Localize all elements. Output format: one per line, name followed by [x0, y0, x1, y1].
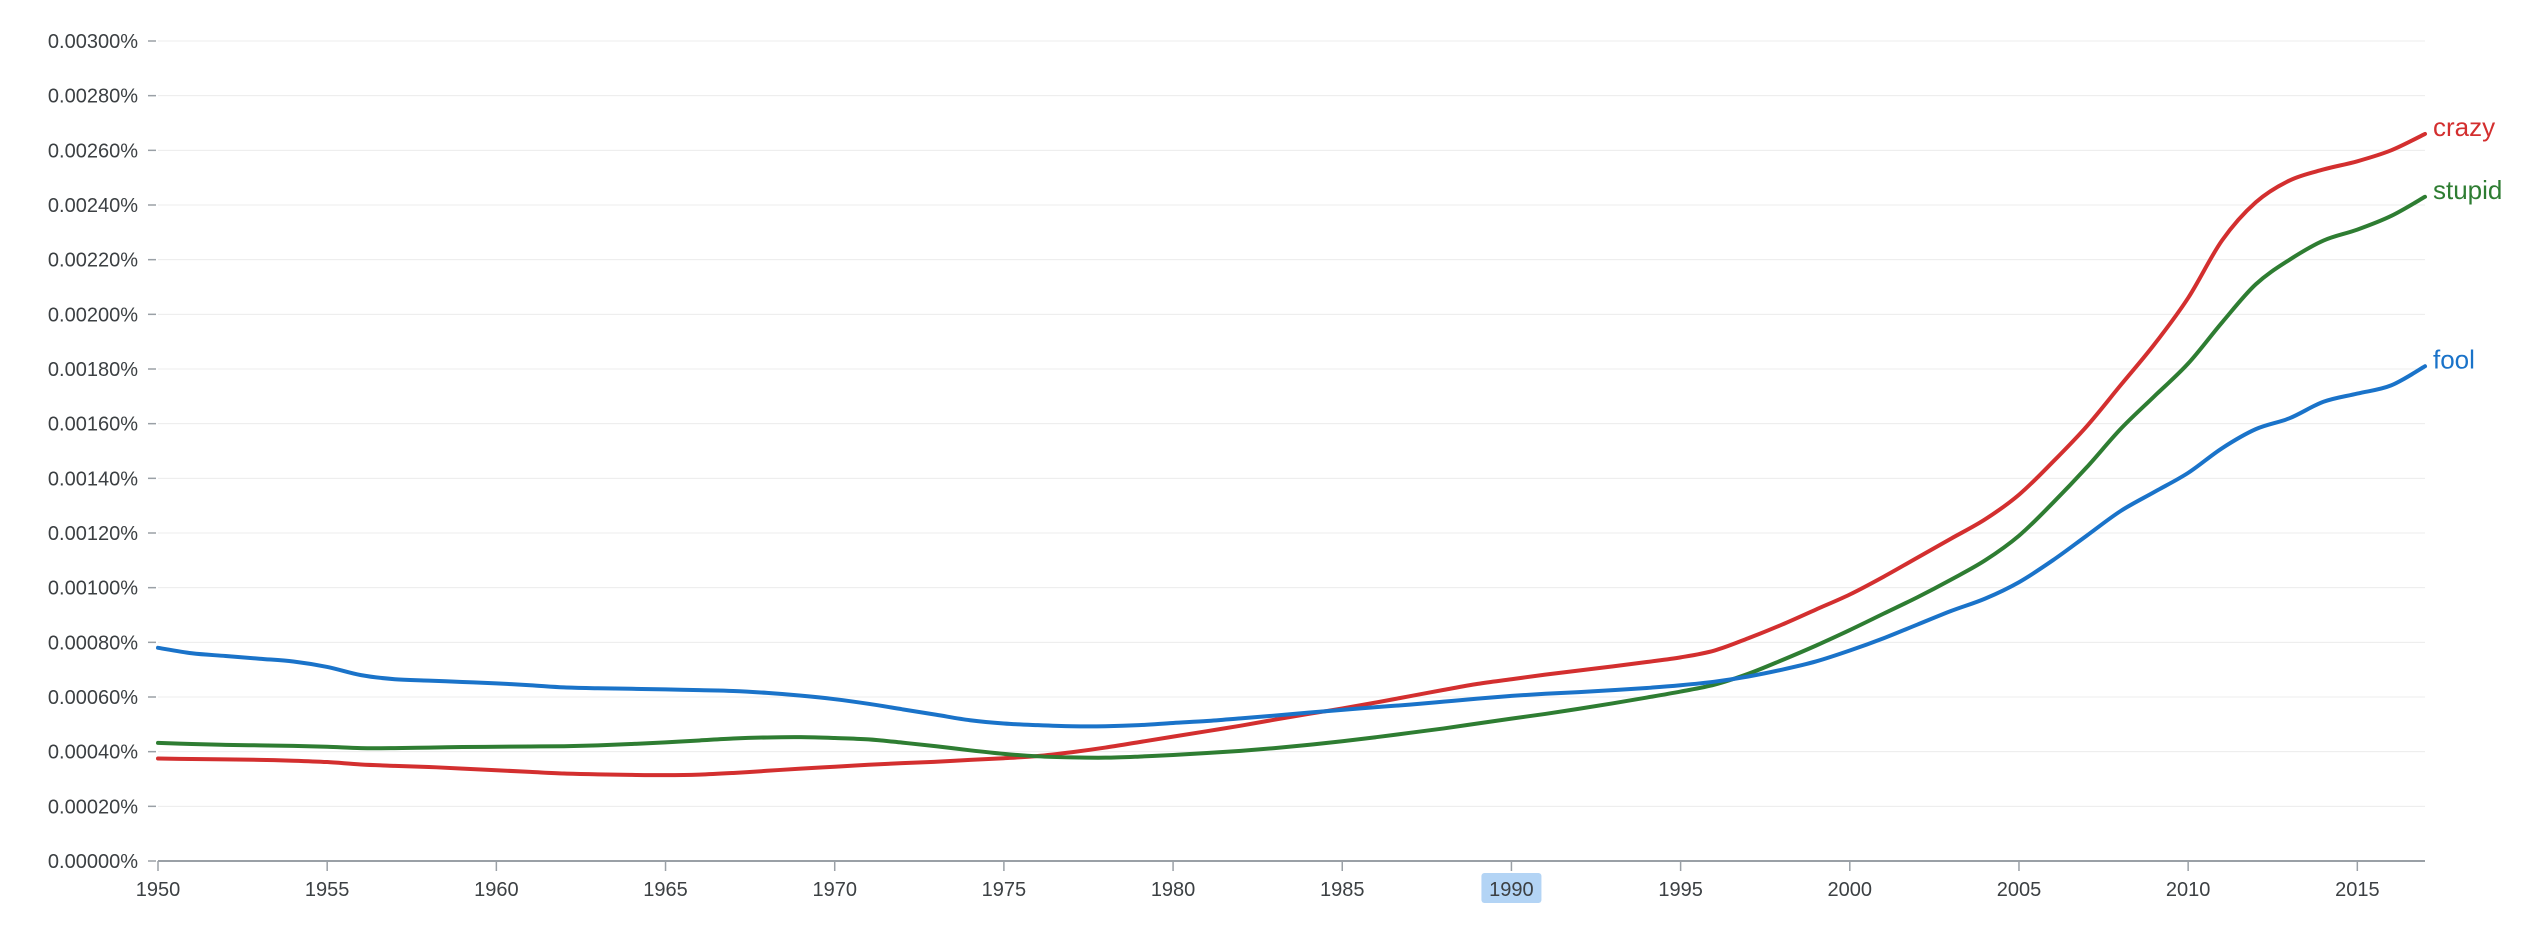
y-tick-label: 0.00200%: [48, 304, 138, 326]
y-axis: 0.00000% 0.00020% 0.00040% 0.00060% 0.00080%…: [48, 31, 156, 873]
y-tick-label: 0.00140%: [48, 468, 138, 490]
y-tick-label: 0.00000%: [48, 851, 138, 873]
y-tick-label: 0.00300%: [48, 31, 138, 53]
series-line-fool: [156, 364, 2427, 729]
x-tick-label: 2010: [2166, 879, 2211, 901]
x-tick-label: 1970: [812, 879, 857, 901]
x-axis: 1950 1955 1960 1965 1970 1975 1980 1985 1990 1995…: [136, 860, 2425, 903]
series-lines: [156, 131, 2427, 778]
y-tick-label: 0.00080%: [48, 632, 138, 654]
y-tick-label: 0.00180%: [48, 359, 138, 381]
x-tick-label: 2015: [2335, 879, 2380, 901]
y-tick-label: 0.00280%: [48, 86, 138, 108]
y-tick-label: 0.00060%: [48, 687, 138, 709]
y-tick-label: 0.00240%: [48, 195, 138, 217]
y-tick-label: 0.00160%: [48, 414, 138, 436]
x-tick-label: 2005: [1997, 879, 2042, 901]
y-tick-label: 0.00040%: [48, 742, 138, 764]
series-labels: crazy stupid fool: [2433, 112, 2502, 374]
y-tick-label: 0.00120%: [48, 523, 138, 545]
series-label-stupid: stupid: [2433, 175, 2502, 205]
x-tick-label: 1960: [474, 879, 519, 901]
x-tick-label: 1955: [305, 879, 350, 901]
x-tick-label: 1950: [136, 879, 181, 901]
x-tick-label: 1990: [1489, 879, 1534, 901]
y-tick-label: 0.00220%: [48, 250, 138, 272]
series-label-crazy: crazy: [2433, 112, 2495, 142]
x-tick-label: 2000: [1828, 879, 1873, 901]
gridlines: [158, 40, 2425, 807]
y-tick-label: 0.00100%: [48, 578, 138, 600]
series-line-crazy: [156, 131, 2427, 778]
y-tick-label: 0.00260%: [48, 140, 138, 162]
x-tick-label: 1995: [1658, 879, 1703, 901]
series-label-fool: fool: [2433, 344, 2475, 374]
x-tick-label: 1975: [982, 879, 1027, 901]
x-tick-label: 1985: [1320, 879, 1365, 901]
series-line-stupid: [156, 194, 2427, 760]
x-tick-label: 1965: [643, 879, 688, 901]
x-tick-label: 1980: [1151, 879, 1196, 901]
y-tick-label: 0.00020%: [48, 796, 138, 818]
x-tick-highlight: [1481, 873, 1542, 903]
